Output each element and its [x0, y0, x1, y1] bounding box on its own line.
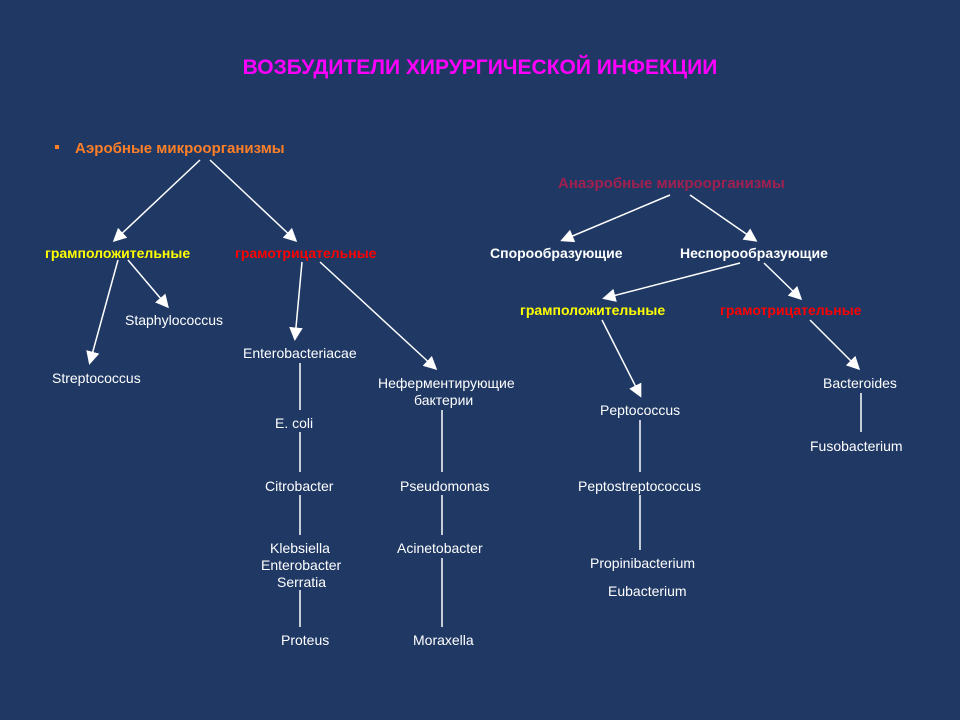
- node-nonspore: Неспорообразующие: [680, 245, 828, 262]
- arrow-6: [295, 262, 302, 338]
- node-gram_neg_b: грамотрицательные: [720, 302, 861, 319]
- node-klebs: Klebsiella: [270, 540, 330, 557]
- node-serratia: Serratia: [277, 574, 326, 591]
- arrow-layer: [0, 0, 960, 720]
- arrow-8: [605, 263, 740, 298]
- arrow-1: [210, 160, 295, 240]
- diagram-stage: { "canvas": { "width": 960, "height": 72…: [0, 0, 960, 720]
- node-ecoli: E. coli: [275, 415, 313, 432]
- arrow-0: [115, 160, 200, 240]
- node-peptostrep: Peptostreptococcus: [578, 478, 701, 495]
- node-propini: Propinibacterium: [590, 555, 695, 572]
- node-gram_pos_b: грамположительные: [520, 302, 665, 319]
- node-anaerobic: Анаэробные микроорганизмы: [558, 175, 785, 193]
- node-nonferm: Неферментирующие: [378, 375, 515, 392]
- arrow-9: [764, 263, 800, 298]
- node-fusob: Fusobacterium: [810, 438, 903, 455]
- arrow-3: [690, 195, 755, 240]
- page-title: ВОЗБУДИТЕЛИ ХИРУРГИЧЕСКОЙ ИНФЕКЦИИ: [0, 55, 960, 80]
- bullet-icon: [55, 145, 59, 149]
- node-spore: Спорообразующие: [490, 245, 623, 262]
- node-staph: Staphylococcus: [125, 312, 223, 329]
- node-pseudo: Pseudomonas: [400, 478, 490, 495]
- arrow-11: [810, 320, 858, 368]
- arrow-5: [128, 260, 167, 306]
- node-bacteroides: Bacteroides: [823, 375, 897, 392]
- node-gram_neg_a: грамотрицательные: [235, 245, 376, 262]
- node-strep: Streptococcus: [52, 370, 141, 387]
- node-proteus: Proteus: [281, 632, 329, 649]
- arrow-4: [90, 260, 118, 362]
- node-enterob: Enterobacter: [261, 557, 341, 574]
- arrow-10: [602, 320, 640, 395]
- node-gram_pos_a: грамположительные: [45, 245, 190, 262]
- arrow-2: [563, 195, 670, 240]
- node-aerobic: Аэробные микроорганизмы: [75, 140, 285, 158]
- node-citro: Citrobacter: [265, 478, 333, 495]
- node-nonferm2: бактерии: [414, 392, 473, 409]
- node-pepto: Peptococcus: [600, 402, 680, 419]
- node-eubact: Eubacterium: [608, 583, 687, 600]
- node-entero: Enterobacteriacae: [243, 345, 357, 362]
- node-moraxella: Moraxella: [413, 632, 474, 649]
- node-acineto: Acinetobacter: [397, 540, 483, 557]
